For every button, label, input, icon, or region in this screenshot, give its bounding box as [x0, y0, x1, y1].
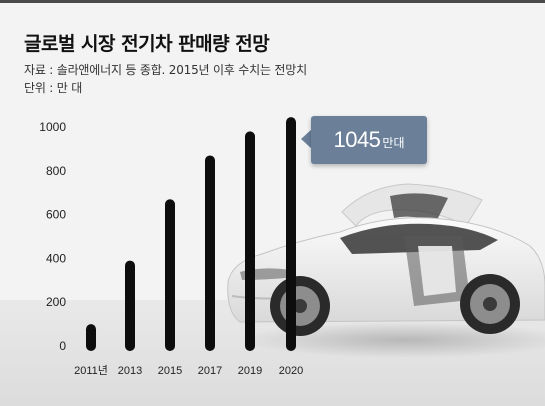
bar-2015	[165, 199, 175, 351]
bar-2017	[205, 155, 215, 351]
bar-2011년	[86, 324, 96, 351]
x-tick-label: 2015	[158, 365, 182, 377]
bar-2020	[286, 117, 296, 352]
y-tick-label: 400	[46, 251, 66, 265]
x-tick-label: 2019	[238, 365, 262, 377]
y-tick-label: 1000	[39, 120, 66, 134]
y-tick-label: 600	[46, 208, 66, 222]
y-tick-label: 800	[46, 164, 66, 178]
y-tick-label: 200	[46, 295, 66, 309]
callout-value: 1045	[333, 127, 381, 152]
x-tick-label: 2013	[118, 365, 142, 377]
x-tick-label: 2011년	[74, 364, 108, 377]
chart-title: 글로벌 시장 전기차 판매량 전망	[24, 33, 270, 55]
top-rule	[0, 0, 545, 3]
callout-unit: 만대	[382, 136, 405, 150]
y-tick-label: 0	[59, 339, 66, 353]
x-tick-label: 2020	[279, 365, 303, 377]
max-value-callout: 1045 만대	[301, 116, 427, 164]
callout-pointer	[301, 129, 312, 149]
bar-2019	[245, 131, 255, 351]
unit-note: 단위 : 만 대	[24, 81, 83, 95]
source-note: 자료 : 솔라앤에너지 등 종합. 2015년 이후 수치는 전망치	[24, 63, 307, 77]
bar-2013	[125, 260, 135, 351]
x-tick-label: 2017	[198, 365, 222, 377]
